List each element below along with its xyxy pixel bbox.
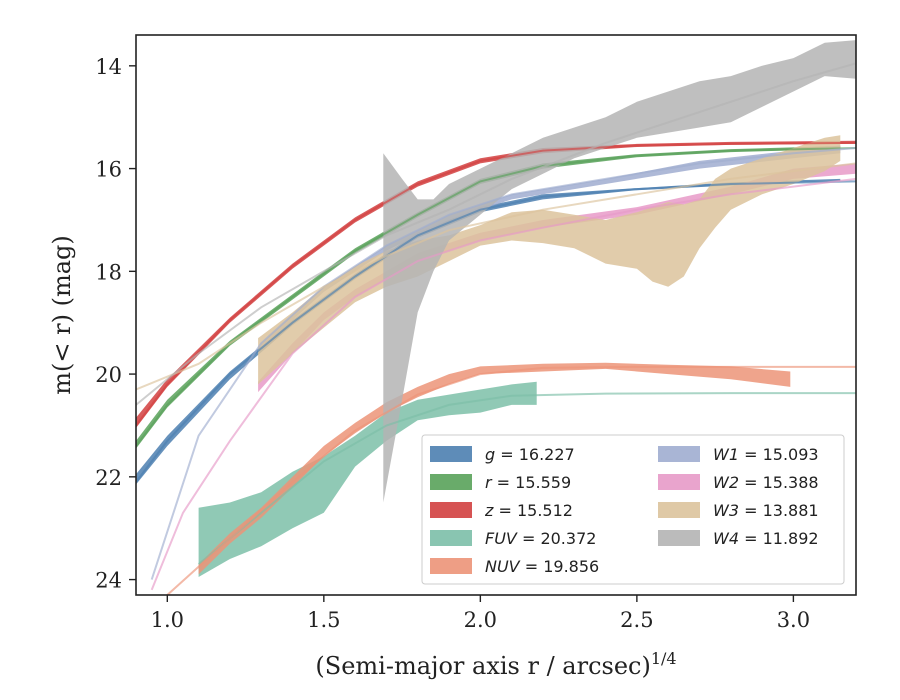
y-tick-label: 16 <box>95 158 122 182</box>
legend-label: NUV = 19.856 <box>485 557 599 576</box>
legend-label: FUV = 20.372 <box>485 529 596 548</box>
legend-swatch <box>658 530 700 546</box>
legend-entry-w4: W4 = 11.892 <box>658 529 819 548</box>
legend-swatch <box>658 446 700 462</box>
fit-line-w3 <box>136 162 856 391</box>
x-axis-label: (Semi-major axis r / arcsec)1/4 <box>315 649 676 680</box>
legend-entry-g: g = 16.227 <box>430 445 575 464</box>
legend-swatch <box>430 530 472 546</box>
legend-swatch <box>430 474 472 490</box>
plot-area <box>136 40 856 595</box>
fit-line-r <box>136 147 856 447</box>
y-tick-label: 18 <box>95 260 122 284</box>
legend-swatch <box>430 502 472 518</box>
legend-label: z = 15.512 <box>484 501 573 520</box>
plot-frame <box>135 34 857 596</box>
x-tick-label: 2.0 <box>464 608 497 632</box>
fit-line-fuv <box>197 392 856 565</box>
y-axis-label: m(< r) (mag) <box>48 235 76 394</box>
y-tick-label: 24 <box>95 569 122 593</box>
x-tick-label: 2.5 <box>620 608 653 632</box>
legend-swatch <box>430 558 472 574</box>
x-tick-label: 1.5 <box>307 608 340 632</box>
legend-entry-nuv: NUV = 19.856 <box>430 557 599 576</box>
legend-entry-w3: W3 = 13.881 <box>658 501 819 520</box>
legend-label: W2 = 15.388 <box>713 473 819 492</box>
legend-label: r = 15.559 <box>485 473 571 492</box>
legend-swatch <box>658 502 700 518</box>
x-tick-label: 1.0 <box>151 608 184 632</box>
legend-label: W3 = 13.881 <box>713 501 819 520</box>
legend-box <box>421 434 845 585</box>
fit-line-w2 <box>150 177 856 591</box>
band-w4 <box>383 40 856 503</box>
y-tick-label: 22 <box>95 466 122 490</box>
x-tick-label: 3.0 <box>777 608 810 632</box>
legend-entry-w1: W1 = 15.093 <box>658 445 819 464</box>
fit-line-w1 <box>150 147 856 580</box>
fit-line-nuv <box>165 365 856 595</box>
band-fuv <box>198 381 537 577</box>
y-tick-label: 20 <box>95 363 122 387</box>
fit-line-g <box>136 180 856 483</box>
legend: g = 16.227 r = 15.559 z = 15.512 FUV = 20.3… <box>421 434 845 585</box>
legend-label: W1 = 15.093 <box>713 445 819 464</box>
fit-line-w4 <box>136 62 856 406</box>
legend-label: W4 = 11.892 <box>713 529 819 548</box>
legend-entry-fuv: FUV = 20.372 <box>430 529 596 548</box>
legend-label: g = 16.227 <box>485 445 575 464</box>
axis-ticks: 1.0 1.5 2.0 2.5 3.0 14 16 18 20 22 24 <box>95 55 810 632</box>
legend-swatch <box>658 474 700 490</box>
legend-entry-z: z = 15.512 <box>430 501 573 520</box>
legend-swatch <box>430 446 472 462</box>
legend-entry-w2: W2 = 15.388 <box>658 473 819 492</box>
y-tick-label: 14 <box>95 55 122 79</box>
band-w3 <box>258 135 841 385</box>
fit-line-z <box>136 141 856 427</box>
legend-entry-r: r = 15.559 <box>430 473 571 492</box>
